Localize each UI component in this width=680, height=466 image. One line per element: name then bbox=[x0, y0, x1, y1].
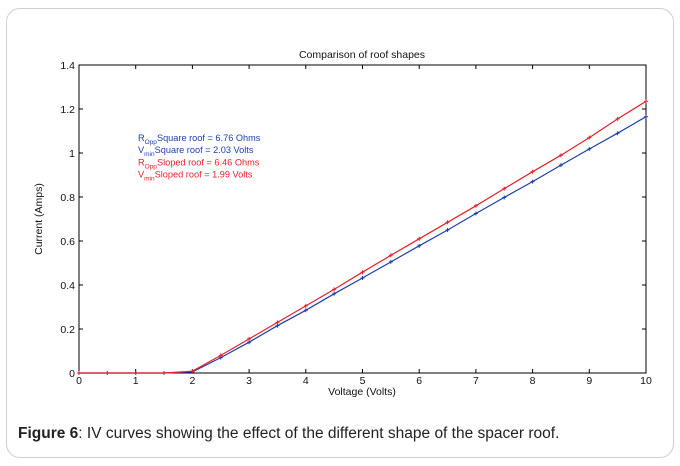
y-tick-label: 1.4 bbox=[60, 60, 75, 72]
y-tick-label: 0.8 bbox=[60, 192, 75, 204]
data-point bbox=[417, 243, 422, 248]
data-point bbox=[218, 353, 223, 358]
data-point bbox=[445, 220, 450, 225]
data-point bbox=[615, 131, 620, 136]
data-point bbox=[502, 195, 507, 200]
x-tick-label: 10 bbox=[640, 375, 652, 387]
data-point bbox=[530, 179, 535, 184]
data-point bbox=[332, 287, 337, 292]
chart-title: Comparison of roof shapes bbox=[299, 49, 425, 61]
data-point bbox=[530, 169, 535, 174]
y-axis-label: Current (Amps) bbox=[33, 183, 45, 255]
y-tick-label: 0.4 bbox=[60, 280, 75, 292]
data-point bbox=[303, 303, 308, 308]
x-tick-label: 0 bbox=[76, 375, 82, 387]
plot-area bbox=[78, 64, 647, 374]
data-point bbox=[388, 259, 393, 264]
data-point bbox=[360, 275, 365, 280]
data-point bbox=[587, 147, 592, 152]
data-point bbox=[247, 336, 252, 341]
annotation-line: ROppSloped roof = 6.46 Ohms bbox=[138, 157, 260, 170]
data-point bbox=[303, 308, 308, 313]
x-tick-label: 8 bbox=[530, 375, 536, 387]
data-point bbox=[360, 270, 365, 275]
x-tick-label: 1 bbox=[133, 375, 139, 387]
data-point bbox=[502, 186, 507, 191]
data-point bbox=[615, 116, 620, 121]
axis-ticks: 0 1 2 3 4 5 6 7 8 9 10 0 0.2 0.4 0.6 0.8 1 1.2 1.4 bbox=[60, 60, 652, 387]
x-tick-label: 3 bbox=[246, 375, 252, 387]
y-tick-label: 0.6 bbox=[60, 236, 75, 248]
figure-caption: Figure 6: IV curves showing the effect o… bbox=[18, 425, 668, 443]
caption-label: Figure 6 bbox=[18, 425, 79, 442]
y-tick-label: 1.2 bbox=[60, 104, 75, 116]
data-point bbox=[644, 99, 648, 104]
y-tick-label: 0.2 bbox=[60, 324, 75, 336]
data-point bbox=[445, 228, 450, 232]
caption-text: : IV curves showing the effect of the di… bbox=[78, 425, 560, 442]
x-tick-label: 2 bbox=[189, 375, 195, 387]
annotation-line: VminSquare roof = 2.03 Volts bbox=[138, 145, 254, 158]
annotation-line: ROppSquare roof = 6.76 Ohms bbox=[138, 133, 261, 146]
data-point bbox=[162, 371, 167, 375]
annotation-line: VminSloped roof = 1.99 Volts bbox=[138, 170, 253, 183]
data-point bbox=[105, 371, 110, 375]
series-group bbox=[77, 99, 648, 375]
data-point bbox=[558, 163, 563, 168]
x-axis-label: Voltage (Volts) bbox=[328, 386, 396, 398]
data-point bbox=[587, 135, 592, 140]
x-tick-label: 5 bbox=[360, 375, 366, 387]
data-point bbox=[473, 211, 478, 216]
series-2 bbox=[77, 99, 648, 375]
y-tick-label: 0 bbox=[69, 368, 75, 380]
data-point bbox=[275, 320, 280, 325]
data-point bbox=[332, 291, 337, 296]
y-tick-label: 1 bbox=[69, 148, 75, 160]
data-point bbox=[417, 236, 422, 241]
data-point bbox=[473, 203, 478, 208]
data-point bbox=[388, 253, 393, 258]
data-point bbox=[133, 371, 138, 375]
x-tick-label: 6 bbox=[416, 375, 422, 387]
data-point bbox=[558, 153, 563, 158]
data-point bbox=[190, 369, 195, 374]
data-point bbox=[644, 114, 648, 119]
x-tick-label: 9 bbox=[586, 375, 592, 387]
x-tick-label: 4 bbox=[303, 375, 309, 387]
x-tick-label: 7 bbox=[473, 375, 479, 387]
data-point bbox=[77, 371, 81, 375]
